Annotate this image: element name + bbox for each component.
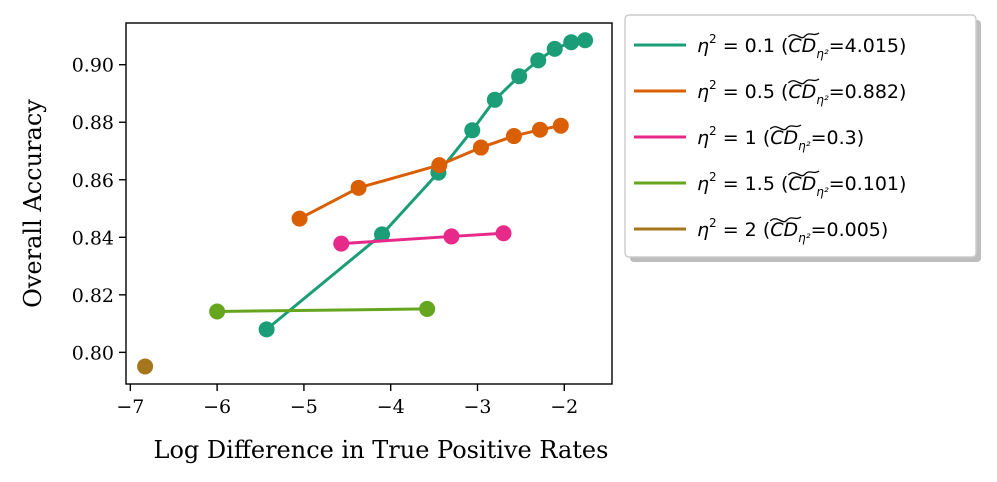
legend-label: η2 = 0.1 (CDη²=4.015) <box>697 32 906 61</box>
x-tick-label: −7 <box>116 396 144 418</box>
legend-entry-5: η2 = 2 (CDη²=0.005) <box>634 216 888 245</box>
data-point <box>486 91 503 108</box>
series-line <box>341 231 504 246</box>
legend-label: η2 = 1.5 (CDη²=0.101) <box>697 170 906 199</box>
series-2 <box>291 117 569 227</box>
tilde-accent <box>787 32 820 39</box>
data-point <box>505 128 522 145</box>
tilde-accent <box>787 78 820 85</box>
data-point <box>291 210 308 227</box>
x-tick-label: −5 <box>290 396 318 418</box>
data-point <box>443 228 460 245</box>
x-tick-label: −4 <box>377 396 405 418</box>
axes: −7 −6 −5 −4 −3 −2 0.80 0.82 0.84 0.86 0.88 0.90 Log … <box>19 22 613 464</box>
series-1 <box>258 32 594 338</box>
tilde-accent <box>787 170 820 177</box>
y-tick-label: 0.82 <box>72 285 114 307</box>
data-point <box>472 139 489 156</box>
data-point <box>511 68 528 85</box>
data-point <box>419 300 436 317</box>
legend-entry-4: η2 = 1.5 (CDη²=0.101) <box>634 170 906 199</box>
tilde-accent <box>769 216 802 223</box>
data-point <box>546 40 563 57</box>
axes-frame <box>125 22 613 385</box>
legend: η2 = 0.1 (CDη²=4.015) η2 = 0.5 (CDη²=0.88… <box>624 14 981 262</box>
x-tick-label: −6 <box>203 396 231 418</box>
data-point <box>530 52 547 69</box>
data-point <box>374 226 391 243</box>
legend-entry-3: η2 = 1 (CDη²=0.3) <box>634 124 864 153</box>
data-point <box>531 121 548 138</box>
data-point <box>552 117 569 134</box>
legend-label: η2 = 0.5 (CDη²=0.882) <box>697 78 906 107</box>
data-point <box>563 34 580 51</box>
x-axis-label: Log Difference in True Positive Rates <box>154 436 609 464</box>
plot-area <box>137 32 594 375</box>
x-tick-label: −2 <box>550 396 578 418</box>
data-point <box>577 32 594 49</box>
series-5 <box>137 358 154 375</box>
x-tick-label: −3 <box>463 396 491 418</box>
series-line <box>298 124 562 220</box>
data-point <box>209 303 226 320</box>
data-point <box>258 321 275 338</box>
data-point <box>495 225 512 242</box>
legend-entry-2: η2 = 0.5 (CDη²=0.882) <box>634 78 906 107</box>
series-line <box>217 307 428 314</box>
y-tick-label: 0.86 <box>72 170 114 192</box>
legend-frame <box>624 14 977 258</box>
y-tick-label: 0.88 <box>72 112 114 134</box>
tilde-accent <box>769 124 802 131</box>
data-point <box>333 235 350 252</box>
y-tick-label: 0.80 <box>72 342 114 364</box>
y-axis-label: Overall Accuracy <box>19 99 47 308</box>
data-point <box>464 122 481 139</box>
y-tick-label: 0.84 <box>72 227 114 249</box>
data-point <box>431 157 448 174</box>
data-point <box>137 358 154 375</box>
series-3 <box>333 225 512 252</box>
legend-label: η2 = 2 (CDη²=0.005) <box>697 216 888 245</box>
data-point <box>350 179 367 196</box>
y-tick-label: 0.90 <box>72 55 114 77</box>
legend-entry-1: η2 = 0.1 (CDη²=4.015) <box>634 32 906 61</box>
legend-label: η2 = 1 (CDη²=0.3) <box>697 124 864 153</box>
series-4 <box>209 300 436 320</box>
series-line <box>265 38 586 331</box>
